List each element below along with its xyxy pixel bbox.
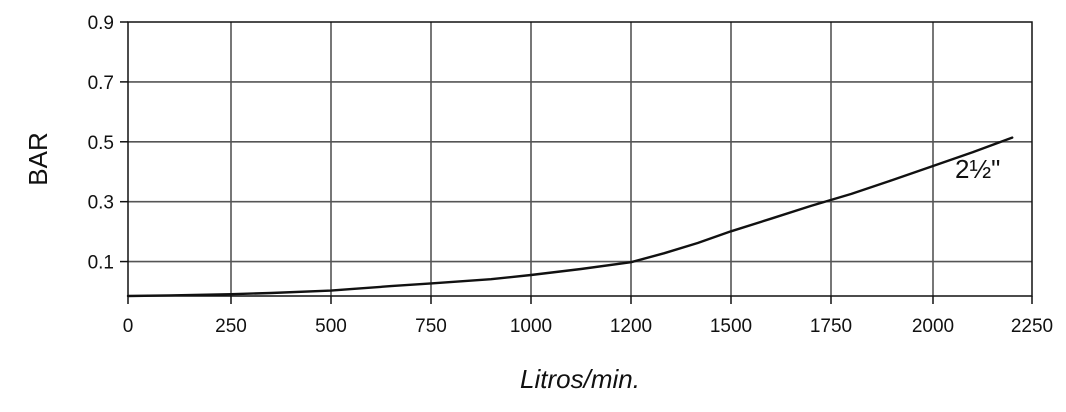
x-tick-label: 1500: [710, 316, 752, 337]
y-tick-label: 0.9: [88, 13, 114, 34]
series-line: [126, 136, 1014, 298]
x-tick-label: 2000: [912, 316, 954, 337]
x-tick-label: 2250: [1011, 316, 1053, 337]
x-tick-label: 750: [415, 316, 447, 337]
plot-frame: [127, 21, 1033, 297]
x-tick-label: 1200: [610, 316, 652, 337]
y-tick-label: 0.3: [88, 193, 114, 214]
y-tick-label: 0.5: [88, 133, 114, 154]
x-tick-label: 250: [215, 316, 247, 337]
curve-label: 2½": [955, 154, 1000, 184]
y-tick-label: 0.7: [88, 73, 114, 94]
x-tick-label: 500: [315, 316, 347, 337]
y-axis: 0.9 0.7 0.5 0.3 0.1: [88, 13, 128, 274]
grid: [128, 22, 1032, 296]
y-axis-title: BAR: [23, 132, 53, 185]
x-tick-label: 0: [123, 316, 134, 337]
x-axis-title: Litros/min.: [520, 364, 640, 394]
series-layer: [126, 136, 1014, 298]
y-tick-label: 0.1: [88, 253, 114, 274]
x-tick-label: 1000: [510, 316, 552, 337]
x-axis: 0 250 500 750 1000 1200 1500 1750 2000 2250: [123, 296, 1053, 337]
x-tick-label: 1750: [810, 316, 852, 337]
